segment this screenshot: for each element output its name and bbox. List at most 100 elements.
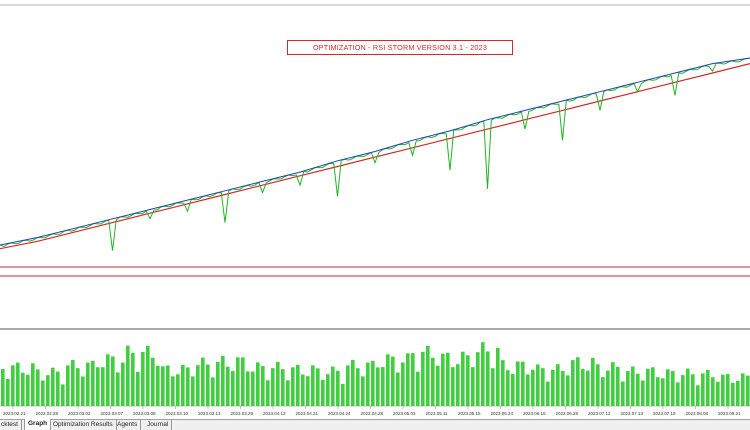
volume-bar xyxy=(251,371,255,406)
volume-bar xyxy=(331,366,335,406)
volume-bar xyxy=(551,369,555,406)
volume-bar xyxy=(486,351,490,406)
volume-bar xyxy=(491,368,495,406)
tab-agents[interactable]: Agents xyxy=(114,420,142,430)
volume-bar xyxy=(291,367,295,406)
volume-bar xyxy=(176,374,180,406)
volume-bar xyxy=(136,371,140,406)
tester-tabs-bar: cktest Graph Optimization Results Agents… xyxy=(0,419,750,430)
volume-bar xyxy=(306,376,310,406)
volume-bar xyxy=(21,372,25,406)
volume-bar xyxy=(266,380,270,406)
volume-bar xyxy=(691,374,695,406)
volume-bar xyxy=(356,368,360,406)
volume-bar xyxy=(646,368,650,406)
volume-bar xyxy=(31,363,35,406)
volume-bar xyxy=(501,360,505,406)
x-tick-label: 2023.08.08 xyxy=(686,411,709,416)
volume-bar xyxy=(411,353,415,406)
x-tick-label: 2023.06.28 xyxy=(556,411,579,416)
volume-bar xyxy=(11,365,15,406)
volume-bar xyxy=(366,362,370,406)
volume-bar xyxy=(246,371,250,406)
volume-bar xyxy=(36,369,40,406)
volume-bar xyxy=(631,366,635,406)
volume-bar xyxy=(681,375,685,406)
x-tick-label: 2023.03.10 xyxy=(166,411,189,416)
volume-bar xyxy=(601,377,605,406)
volume-bar xyxy=(106,354,110,406)
volume-bar xyxy=(526,374,530,406)
volume-bar xyxy=(716,381,720,406)
volume-bar xyxy=(1,369,5,406)
volume-bar xyxy=(146,345,150,406)
tab-optimization-results[interactable]: Optimization Results xyxy=(50,420,117,430)
volume-bar xyxy=(56,371,60,406)
volume-bar xyxy=(431,357,435,406)
volume-bar xyxy=(51,367,55,406)
volume-bar xyxy=(726,374,730,406)
volume-bar xyxy=(511,374,515,406)
volume-bar xyxy=(361,376,365,406)
volume-bar xyxy=(396,372,400,406)
volume-bar xyxy=(96,367,100,406)
volume-bar xyxy=(276,362,280,406)
volume-bar xyxy=(666,369,670,406)
volume-bar xyxy=(271,368,275,406)
volume-bar xyxy=(151,357,155,406)
volume-bar xyxy=(591,357,595,406)
volume-bar xyxy=(261,366,265,406)
volume-bar xyxy=(111,356,115,406)
volume-bar xyxy=(206,364,210,406)
volume-bar xyxy=(161,366,165,406)
x-tick-label: 2023.04.21 xyxy=(296,411,319,416)
volume-bar xyxy=(451,367,455,406)
volume-bar xyxy=(566,375,570,406)
volume-bar xyxy=(196,365,200,406)
equity-line xyxy=(0,57,750,251)
volume-bar xyxy=(311,365,315,406)
volume-bar xyxy=(336,370,340,406)
volume-bar xyxy=(221,355,225,406)
tab-journal[interactable]: Journal xyxy=(144,420,173,430)
volume-bar xyxy=(236,357,240,406)
volume-bar xyxy=(371,360,375,406)
volume-bar xyxy=(741,373,745,406)
volume-bar xyxy=(626,371,630,406)
volume-bar xyxy=(641,380,645,406)
volume-bar xyxy=(326,374,330,406)
volume-bar xyxy=(116,372,120,406)
tab-graph[interactable]: Graph xyxy=(24,419,52,430)
volume-bar xyxy=(216,361,220,406)
x-tick-label: 2023.04.13 xyxy=(263,411,286,416)
volume-bar xyxy=(621,381,625,406)
volume-bar xyxy=(66,365,70,406)
volume-bar xyxy=(101,367,105,406)
volume-bar xyxy=(656,377,660,406)
volume-bar xyxy=(556,364,560,406)
volume-bar xyxy=(191,376,195,406)
tab-backtest[interactable]: cktest xyxy=(0,420,22,430)
volume-bar xyxy=(286,380,290,406)
volume-bar xyxy=(76,368,80,406)
volume-bar xyxy=(171,376,175,406)
x-tick-label: 2023.03.08 xyxy=(133,411,156,416)
volume-bar xyxy=(506,370,510,406)
volume-bar xyxy=(476,352,480,406)
volume-bar xyxy=(401,362,405,406)
volume-bar xyxy=(341,383,345,406)
x-tick-label: 2023.04.24 xyxy=(328,411,351,416)
volume-bar xyxy=(41,380,45,406)
x-tick-label: 2023.03.13 xyxy=(198,411,221,416)
volume-bar xyxy=(416,371,420,406)
volume-bar xyxy=(201,357,205,406)
volume-bar xyxy=(531,369,535,406)
trend-line xyxy=(0,63,750,250)
volume-bar xyxy=(281,369,285,406)
volume-bar xyxy=(6,379,10,406)
x-tick-label: 2023.09.21 xyxy=(718,411,741,416)
volume-bar xyxy=(81,376,85,406)
volume-bar xyxy=(676,382,680,406)
volume-bar xyxy=(376,367,380,406)
volume-bar xyxy=(156,365,160,406)
